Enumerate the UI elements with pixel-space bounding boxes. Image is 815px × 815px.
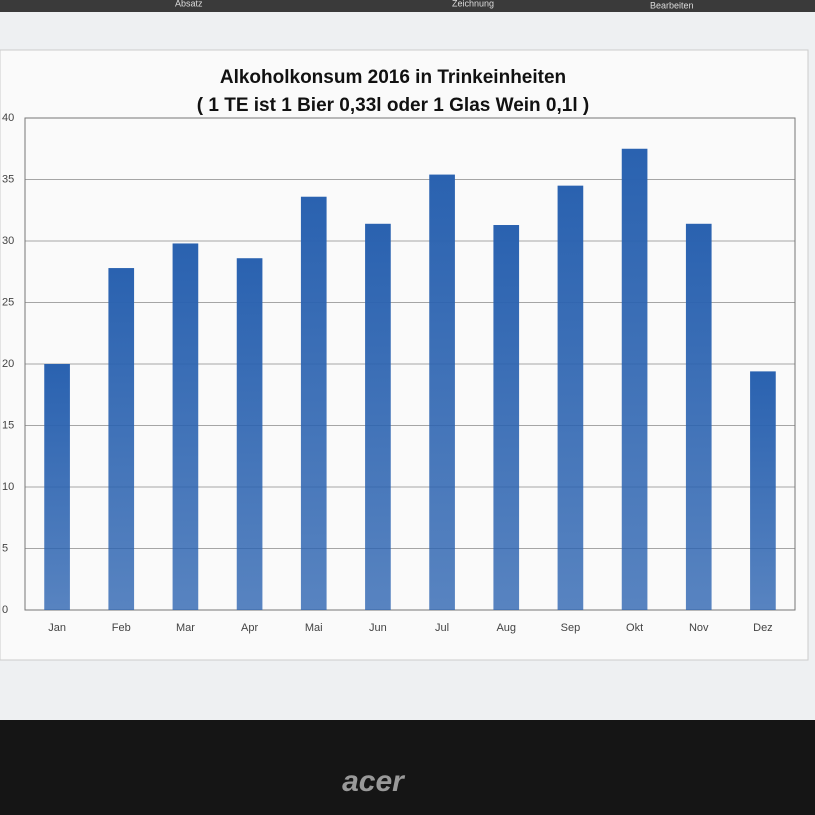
ribbon: [0, 0, 815, 12]
x-tick-label: Jul: [435, 622, 449, 634]
bar: [236, 258, 263, 610]
bar: [557, 185, 584, 610]
x-tick-label: Feb: [112, 622, 131, 634]
y-tick-label: 25: [2, 296, 14, 308]
bar: [685, 223, 712, 610]
x-tick-label: Okt: [626, 622, 643, 634]
y-tick-label: 0: [2, 604, 8, 616]
x-tick-label: Jan: [48, 622, 66, 634]
x-tick-label: Nov: [689, 622, 709, 634]
y-tick-label: 10: [2, 481, 14, 493]
x-tick-label: Apr: [241, 622, 258, 634]
x-tick-label: Sep: [561, 622, 581, 634]
brand-logo: acer: [342, 765, 406, 798]
bar: [44, 364, 70, 610]
x-tick-label: Dez: [753, 622, 773, 634]
bar: [365, 223, 391, 610]
ribbon-group: Absatz: [175, 0, 203, 8]
bar: [300, 196, 327, 610]
y-tick-label: 20: [2, 358, 14, 370]
y-tick-label: 35: [2, 173, 14, 185]
ribbon-group: Zeichnung: [452, 0, 494, 8]
x-tick-label: Mai: [305, 622, 323, 634]
bar: [429, 174, 455, 610]
chart-subtitle: ( 1 TE ist 1 Bier 0,33l oder 1 Glas Wein…: [197, 95, 589, 116]
y-tick-label: 30: [2, 235, 14, 247]
ribbon-group: Bearbeiten: [650, 0, 694, 10]
chart-title: Alkoholkonsum 2016 in Trinkeinheiten: [220, 67, 566, 88]
plot-border: [24, 117, 796, 611]
bar: [172, 243, 199, 610]
y-tick-label: 40: [2, 112, 14, 124]
bar: [621, 148, 648, 610]
chart-frame: [0, 49, 809, 661]
bar: [108, 268, 135, 610]
x-tick-label: Mar: [176, 622, 195, 634]
bezel: [0, 720, 815, 815]
y-tick-label: 15: [2, 419, 14, 431]
x-tick-label: Aug: [496, 622, 516, 634]
y-tick-label: 5: [2, 542, 8, 554]
bar: [750, 371, 776, 610]
bar: [493, 225, 520, 610]
x-tick-label: Jun: [369, 622, 387, 634]
